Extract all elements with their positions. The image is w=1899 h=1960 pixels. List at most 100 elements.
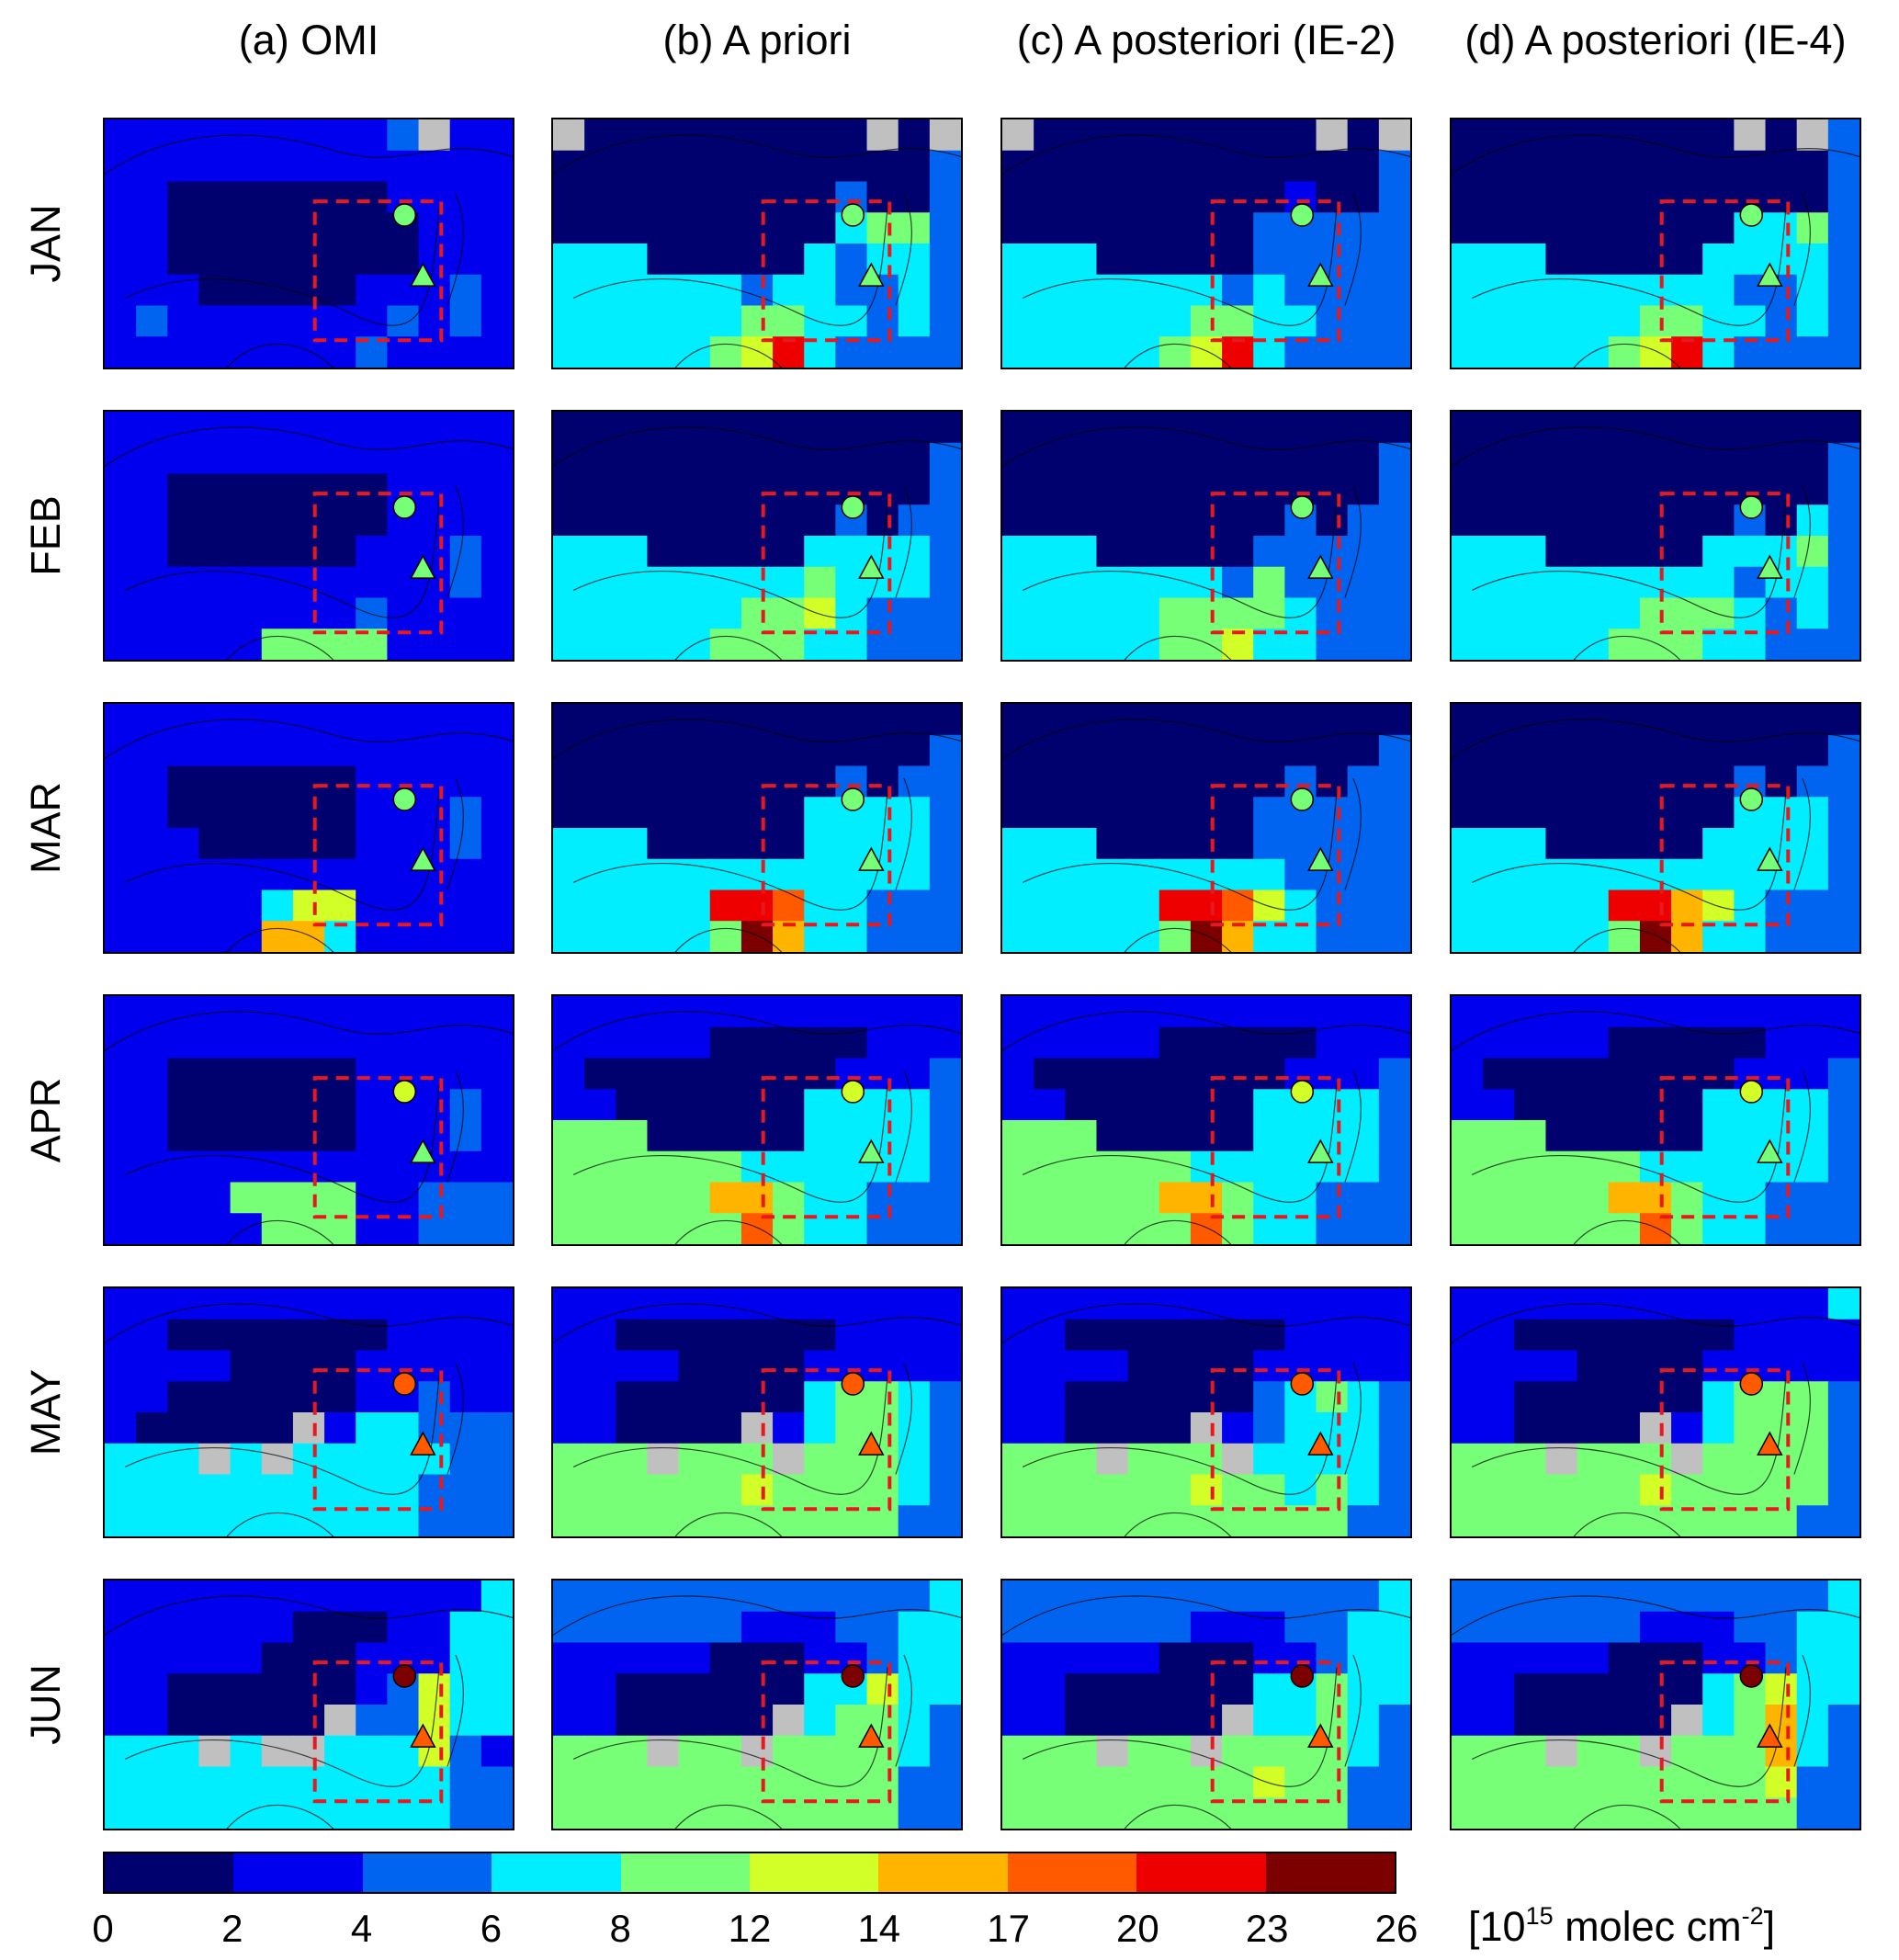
grid-cell [387,305,420,337]
grid-cell [1702,1580,1735,1613]
grid-cell [1002,1350,1034,1382]
grid-cell [898,828,931,860]
grid-cell [616,1026,649,1059]
grid-cell [480,336,513,368]
border-line [1793,777,1811,890]
grid-cell [1347,1182,1380,1214]
map-panel-apr-4 [1450,994,1861,1246]
grid-cell [105,442,137,475]
grid-cell [1639,1120,1672,1152]
grid-cell [198,1505,232,1536]
grid-cell [356,1705,388,1737]
colorbar-swatch [362,1853,492,1892]
grid-cell [1827,996,1859,1028]
grid-cell [898,473,931,505]
border-line [1344,1362,1362,1475]
grid-cell [1065,889,1098,922]
grid-cell [709,504,742,537]
grid-cell [898,1766,931,1798]
grid-cell [773,734,805,767]
grid-cell [1065,150,1098,183]
grid-cell [1514,504,1547,537]
grid-cell [1378,1150,1410,1184]
site-circle-marker [1739,1664,1764,1688]
grid-cell [1608,858,1641,891]
grid-cell [929,1026,961,1059]
grid-cell [1514,212,1547,244]
grid-cell [1347,336,1380,368]
border-line [446,193,464,306]
grid-cell [1127,828,1160,860]
grid-cell [709,1350,742,1382]
grid-cell [1483,1026,1515,1059]
grid-cell [709,828,742,860]
grid-cell [1608,305,1641,337]
grid-cell [1545,1381,1578,1413]
grid-cell [167,1474,200,1506]
grid-cell [1452,734,1484,767]
grid-cell [356,473,388,505]
grid-cell [553,1735,585,1768]
grid-cell [105,1120,137,1152]
grid-cell [1253,996,1285,1028]
grid-cell [387,597,420,629]
grid-cell [1347,1642,1380,1674]
grid-cell [1316,797,1349,829]
grid-cell [616,1797,649,1829]
grid-cell [1034,1350,1066,1382]
grid-cell [1765,473,1798,505]
grid-cell [616,1611,649,1644]
grid-cell [1347,704,1380,736]
grid-cell [709,212,742,244]
grid-cell [709,1381,742,1413]
grid-cell [449,566,482,599]
grid-cell [480,797,513,829]
grid-cell [678,244,711,276]
grid-cell [773,1182,805,1214]
grid-cell [647,921,680,952]
grid-cell [1127,504,1160,537]
grid-cell [1034,629,1066,660]
grid-cell [1253,858,1285,891]
grid-cell [261,889,294,922]
grid-cell [678,1026,711,1059]
grid-cell [709,797,742,829]
grid-cell [1159,597,1192,629]
grid-cell [136,1642,168,1674]
grid-cell [1827,181,1859,213]
grid-cell [261,412,294,444]
grid-cell [198,1089,232,1121]
grid-cell [678,1120,711,1152]
grid-cell [1702,1673,1735,1705]
grid-cell [480,996,513,1028]
region-box [1659,784,1791,927]
grid-cell [616,181,649,213]
grid-cell [804,1150,836,1184]
grid-cell [1378,181,1410,213]
colorbar-swatch [492,1853,621,1892]
grid-cell [740,1642,774,1674]
grid-cell [1190,1735,1223,1768]
grid-cell [167,1182,200,1214]
grid-cell [1034,1026,1066,1059]
grid-cell [449,119,482,152]
grid-cell [356,150,388,183]
grid-cell [1347,1443,1380,1476]
border-line [895,485,912,598]
grid-cell [866,1350,899,1382]
grid-cell [1190,244,1223,276]
border-line [553,1011,961,1051]
grid-cell [324,1182,356,1214]
units-part: -2 [1741,1902,1764,1930]
grid-cell [1702,566,1735,599]
colorbar-swatch [1136,1853,1266,1892]
grid-cell [553,336,585,368]
grid-cell [678,212,711,244]
grid-cell [1514,536,1547,568]
grid-cell [1127,1319,1160,1352]
grid-cell [1608,504,1641,537]
grid-cell [1253,889,1285,922]
grid-cell [1096,336,1129,368]
grid-cell [553,1381,585,1413]
grid-cell [387,1580,420,1613]
